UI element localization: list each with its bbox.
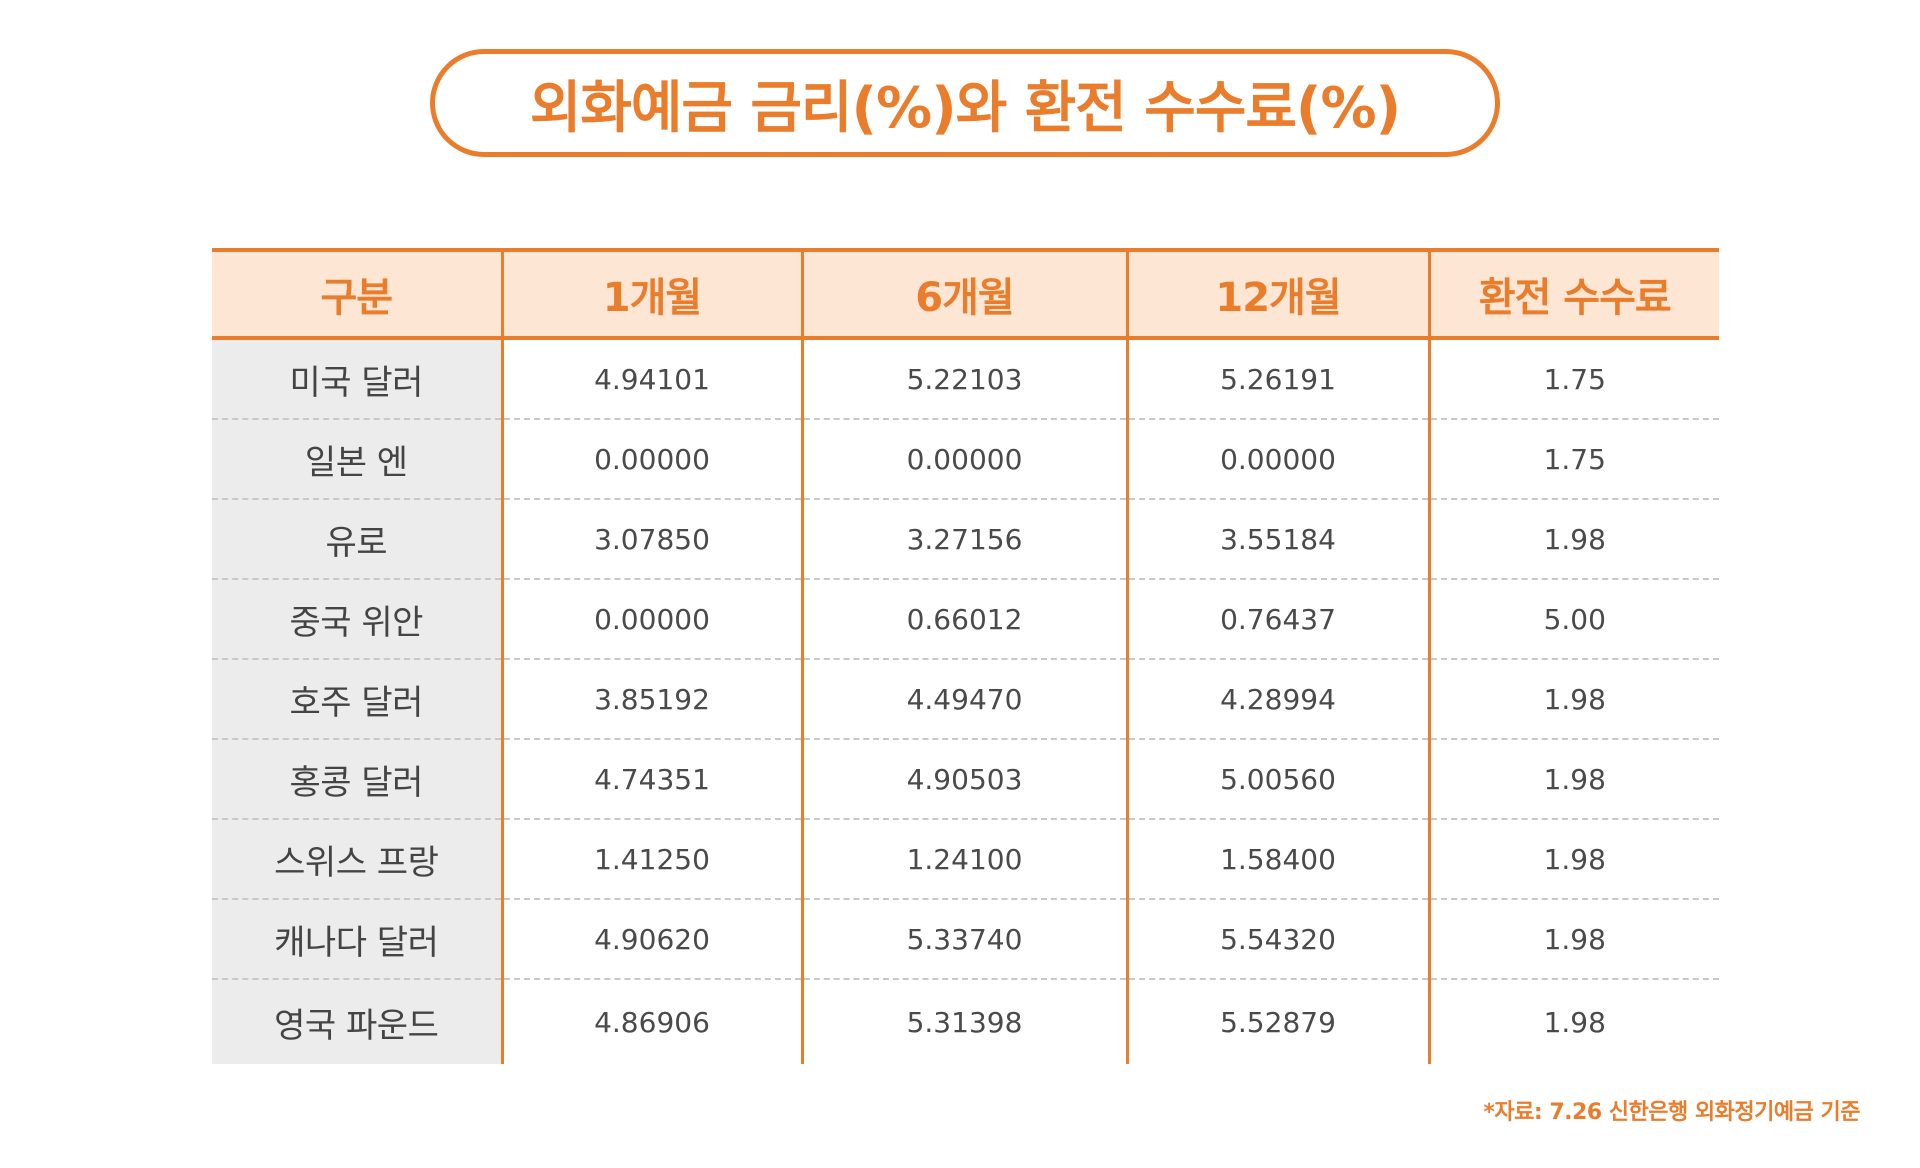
cell-1-month: 3.85192 [500,659,802,740]
page-title: 외화예금 금리(%)와 환전 수수료(%) [529,75,1401,141]
cell-exchange-fee: 1.75 [1427,338,1719,420]
cell-exchange-fee: 1.98 [1427,499,1719,580]
table-row: 일본 엔 0.00000 0.00000 0.00000 1.75 [212,419,1719,500]
cell-1-month: 4.94101 [500,338,802,420]
cell-1-month: 0.00000 [500,419,802,500]
cell-exchange-fee: 1.98 [1427,739,1719,820]
cell-6-month: 1.24100 [800,819,1127,900]
cell-12-month: 1.58400 [1125,819,1429,900]
cell-6-month: 0.00000 [800,419,1127,500]
cell-6-month: 5.22103 [800,338,1127,420]
header-cell-6-month: 6개월 [800,248,1127,340]
row-label-currency: 영국 파운드 [212,979,502,1064]
cell-12-month: 3.55184 [1125,499,1429,580]
source-note: *자료: 7.26 신한은행 외화정기예금 기준 [1483,1100,1860,1125]
cell-6-month: 4.90503 [800,739,1127,820]
table-row: 캐나다 달러 4.90620 5.33740 5.54320 1.98 [212,899,1719,980]
cell-1-month: 4.74351 [500,739,802,820]
row-label-currency: 캐나다 달러 [212,899,502,980]
header-cell-category: 구분 [212,248,502,340]
row-label-currency: 중국 위안 [212,579,502,660]
row-label-currency: 일본 엔 [212,419,502,500]
cell-12-month: 5.52879 [1125,979,1429,1064]
header-cell-12-month: 12개월 [1125,248,1429,340]
cell-exchange-fee: 1.98 [1427,899,1719,980]
table-row: 홍콩 달러 4.74351 4.90503 5.00560 1.98 [212,739,1719,820]
cell-1-month: 0.00000 [500,579,802,660]
cell-12-month: 4.28994 [1125,659,1429,740]
cell-exchange-fee: 1.98 [1427,979,1719,1064]
table-row: 스위스 프랑 1.41250 1.24100 1.58400 1.98 [212,819,1719,900]
cell-12-month: 0.00000 [1125,419,1429,500]
table-row: 영국 파운드 4.86906 5.31398 5.52879 1.98 [212,979,1719,1064]
rate-table: 구분 1개월 6개월 12개월 환전 수수료 미국 달러 4.94101 5.221… [212,248,1719,1064]
table-header: 구분 1개월 6개월 12개월 환전 수수료 [212,248,1719,340]
cell-12-month: 5.54320 [1125,899,1429,980]
table-row: 유로 3.07850 3.27156 3.55184 1.98 [212,499,1719,580]
cell-exchange-fee: 1.75 [1427,419,1719,500]
cell-12-month: 5.26191 [1125,338,1429,420]
header-cell-exchange-fee: 환전 수수료 [1427,248,1719,340]
row-label-currency: 유로 [212,499,502,580]
cell-12-month: 5.00560 [1125,739,1429,820]
header-cell-1-month: 1개월 [500,248,802,340]
cell-6-month: 5.33740 [800,899,1127,980]
table-row: 미국 달러 4.94101 5.22103 5.26191 1.75 [212,338,1719,420]
table-row: 호주 달러 3.85192 4.49470 4.28994 1.98 [212,659,1719,740]
title-banner: 외화예금 금리(%)와 환전 수수료(%) [430,49,1500,157]
cell-exchange-fee: 5.00 [1427,579,1719,660]
table-row: 중국 위안 0.00000 0.66012 0.76437 5.00 [212,579,1719,660]
cell-6-month: 4.49470 [800,659,1127,740]
row-label-currency: 스위스 프랑 [212,819,502,900]
row-label-currency: 호주 달러 [212,659,502,740]
cell-1-month: 3.07850 [500,499,802,580]
table-body: 미국 달러 4.94101 5.22103 5.26191 1.75 일본 엔 0.0000… [212,338,1719,1064]
header-row: 구분 1개월 6개월 12개월 환전 수수료 [212,248,1719,340]
row-label-currency: 홍콩 달러 [212,739,502,820]
cell-1-month: 1.41250 [500,819,802,900]
cell-1-month: 4.86906 [500,979,802,1064]
cell-6-month: 5.31398 [800,979,1127,1064]
cell-6-month: 0.66012 [800,579,1127,660]
cell-exchange-fee: 1.98 [1427,659,1719,740]
cell-6-month: 3.27156 [800,499,1127,580]
cell-exchange-fee: 1.98 [1427,819,1719,900]
row-label-currency: 미국 달러 [212,338,502,420]
cell-12-month: 0.76437 [1125,579,1429,660]
cell-1-month: 4.90620 [500,899,802,980]
